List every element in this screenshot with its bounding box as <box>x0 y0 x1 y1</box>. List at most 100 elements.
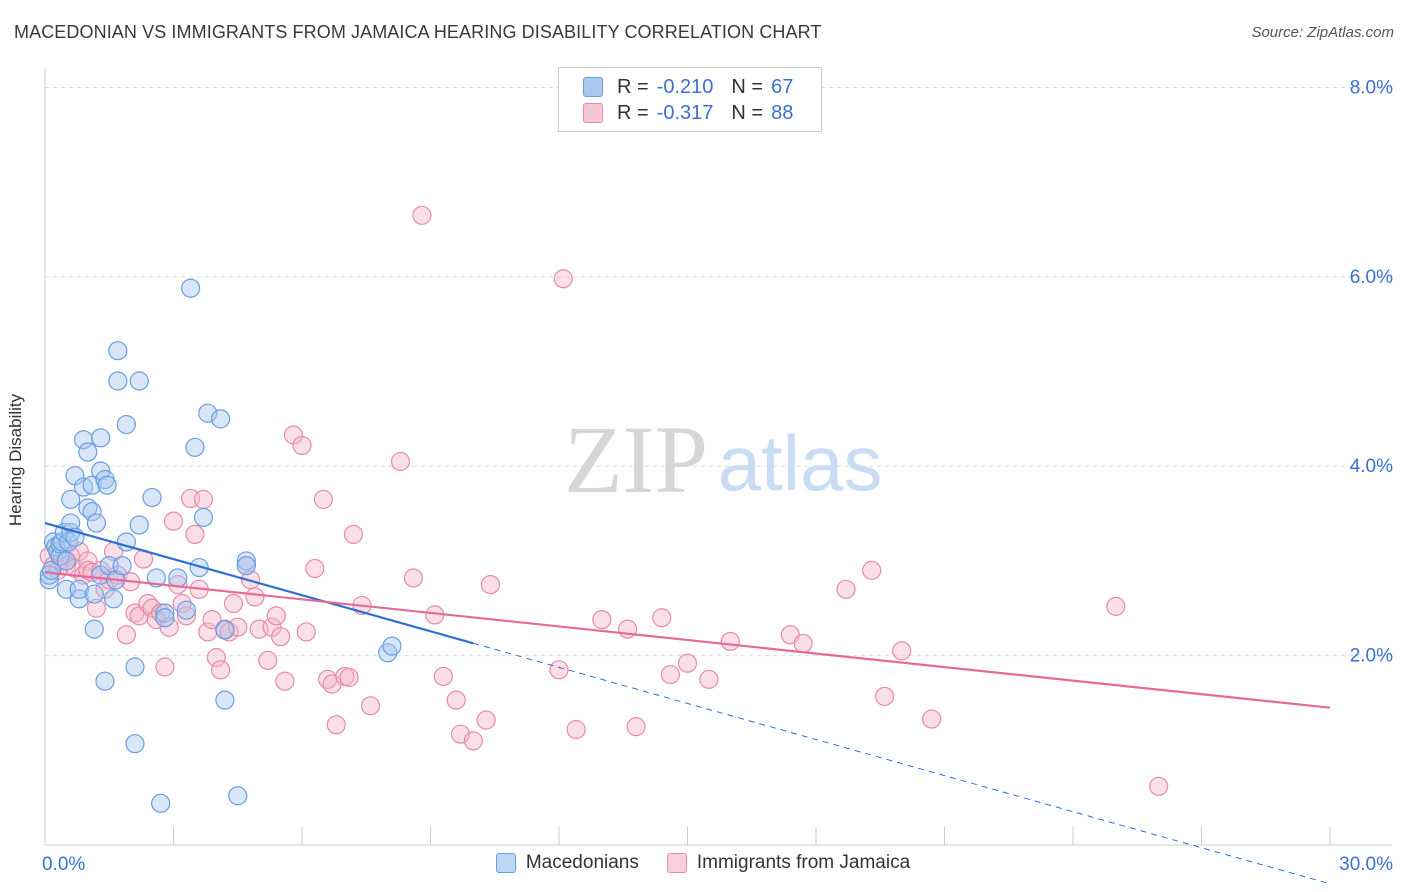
legend-row-macedonians: R = -0.210 N = 67 <box>583 75 793 99</box>
x-tick-label: 0.0% <box>42 854 85 875</box>
scatter-point-macedonian <box>125 734 145 754</box>
scatter-point-macedonian <box>129 515 149 535</box>
scatter-point-macedonian <box>236 551 256 571</box>
legend-row-jamaica: R = -0.317 N = 88 <box>583 101 793 125</box>
scatter-point-macedonian <box>228 786 248 806</box>
legend-r-label: R = <box>617 101 649 124</box>
scatter-point-macedonian <box>61 513 81 533</box>
legend-r-label: R = <box>617 75 649 98</box>
legend-swatch-blue <box>495 853 516 873</box>
scatter-point-macedonian <box>95 671 115 691</box>
scatter-point-macedonian <box>168 568 188 588</box>
y-tick-label: 6.0% <box>1350 267 1393 288</box>
stats-legend: R = -0.210 N = 67 R = -0.317 N = 88 <box>558 67 822 132</box>
scatter-point-jamaica <box>874 686 895 706</box>
scatter-point-jamaica <box>660 664 680 685</box>
watermark: ZIP atlas <box>564 406 882 513</box>
scatter-point-jamaica <box>836 579 856 599</box>
scatter-point-jamaica <box>1149 776 1169 796</box>
source-label: Source: ZipAtlas.com <box>1251 24 1394 41</box>
scatter-point-macedonian <box>108 371 128 391</box>
legend-item-jamaica[interactable]: Immigrants from Jamaica <box>666 852 911 874</box>
scatter-point-jamaica <box>193 489 214 509</box>
scatter-point-jamaica <box>185 524 205 545</box>
trend-layer <box>44 521 1331 885</box>
scatter-point-macedonian <box>86 513 107 533</box>
scatter-point-jamaica <box>390 451 411 472</box>
watermark-atlas: atlas <box>718 419 883 507</box>
scatter-point-jamaica <box>892 641 912 661</box>
legend-n-label: N = <box>731 75 764 98</box>
legend-swatch-pink <box>583 103 603 123</box>
scatter-point-jamaica <box>720 631 740 652</box>
legend-n-value: 88 <box>771 101 794 124</box>
scatter-point-macedonian <box>108 341 128 361</box>
y-tick-label: 2.0% <box>1350 646 1393 667</box>
scatter-point-jamaica <box>677 653 698 673</box>
scatter-point-jamaica <box>266 606 286 626</box>
scatter-point-macedonian <box>84 584 104 604</box>
legend-n-value: 67 <box>771 75 794 98</box>
scatter-point-jamaica <box>433 666 453 687</box>
legend-n-label: N = <box>731 101 764 124</box>
scatter-point-jamaica <box>86 598 107 618</box>
scatter-point-jamaica <box>339 667 359 687</box>
grid-layer <box>45 86 1392 657</box>
scatter-point-macedonian <box>41 560 62 580</box>
scatter-point-jamaica <box>313 489 334 509</box>
y-tick-label: 4.0% <box>1350 456 1393 477</box>
scatter-point-jamaica <box>652 608 672 628</box>
scatter-point-macedonian <box>103 589 124 609</box>
scatter-point-jamaica <box>202 610 222 630</box>
scatter-point-jamaica <box>360 696 381 716</box>
scatter-point-jamaica <box>446 690 466 710</box>
scatter-point-jamaica <box>553 269 573 289</box>
scatter-point-jamaica <box>566 719 586 740</box>
scatter-point-macedonian <box>155 608 175 628</box>
scatter-point-macedonian <box>116 414 136 435</box>
scatter-point-macedonian <box>211 409 231 429</box>
y-tick-label: 8.0% <box>1350 77 1393 98</box>
scatter-point-jamaica <box>211 660 231 680</box>
axes-layer <box>44 68 1392 846</box>
points-layer <box>39 205 1169 813</box>
scatter-point-macedonian <box>151 793 171 813</box>
scatter-point-jamaica <box>270 627 291 647</box>
scatter-point-jamaica <box>159 617 179 637</box>
scatter-point-macedonian <box>155 603 175 623</box>
y-axis-label: Hearing Disability <box>6 393 25 527</box>
scatter-point-jamaica <box>699 669 719 689</box>
scatter-point-jamaica <box>155 657 175 677</box>
legend-item-macedonians[interactable]: Macedonians <box>495 852 639 874</box>
scatter-point-macedonian <box>56 551 77 571</box>
scatter-point-macedonian <box>189 557 209 578</box>
legend-swatch-blue <box>583 77 603 97</box>
scatter-point-macedonian <box>78 442 98 462</box>
scatter-point-macedonian <box>193 507 214 527</box>
scatter-point-macedonian <box>129 371 149 391</box>
scatter-point-jamaica <box>296 622 316 642</box>
scatter-point-macedonian <box>215 690 235 710</box>
scatter-point-macedonian <box>97 475 117 495</box>
x-tick-label: 30.0% <box>1339 854 1393 875</box>
scatter-point-jamaica <box>626 717 646 737</box>
scatter-point-macedonian <box>91 428 111 448</box>
scatter-point-macedonian <box>39 570 59 590</box>
scatter-point-jamaica <box>463 731 483 751</box>
trend-line-jamaica <box>44 571 1331 709</box>
scatter-point-jamaica <box>476 710 496 730</box>
trend-line-macedonians <box>44 521 474 645</box>
scatter-point-macedonian <box>215 620 235 640</box>
scatter-point-macedonian <box>73 430 94 450</box>
trend-line-macedonians-extrapolated <box>473 642 1331 885</box>
scatter-point-jamaica <box>305 558 325 579</box>
legend-label: Immigrants from Jamaica <box>696 852 911 873</box>
scatter-point-jamaica <box>206 647 226 668</box>
scatter-point-macedonian <box>112 556 132 576</box>
scatter-point-jamaica <box>292 435 312 456</box>
scatter-point-macedonian <box>236 556 256 576</box>
scatter-point-macedonian <box>125 657 145 677</box>
legend-label: Macedonians <box>525 852 639 873</box>
scatter-point-jamaica <box>862 560 882 580</box>
